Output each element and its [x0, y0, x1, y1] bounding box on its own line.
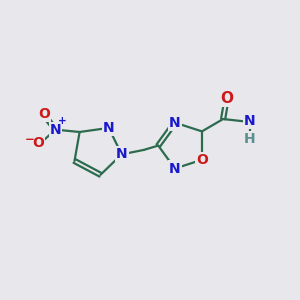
- Text: N: N: [116, 147, 127, 161]
- Text: −: −: [25, 134, 34, 146]
- Text: N: N: [244, 114, 255, 128]
- Text: N: N: [169, 161, 181, 176]
- Text: N: N: [103, 121, 115, 135]
- Text: O: O: [38, 107, 50, 121]
- Text: O: O: [196, 153, 208, 167]
- Text: O: O: [32, 136, 44, 150]
- Text: N: N: [50, 123, 61, 136]
- Text: O: O: [220, 91, 233, 106]
- Text: H: H: [244, 132, 255, 146]
- Text: N: N: [169, 116, 181, 130]
- Text: +: +: [58, 116, 66, 126]
